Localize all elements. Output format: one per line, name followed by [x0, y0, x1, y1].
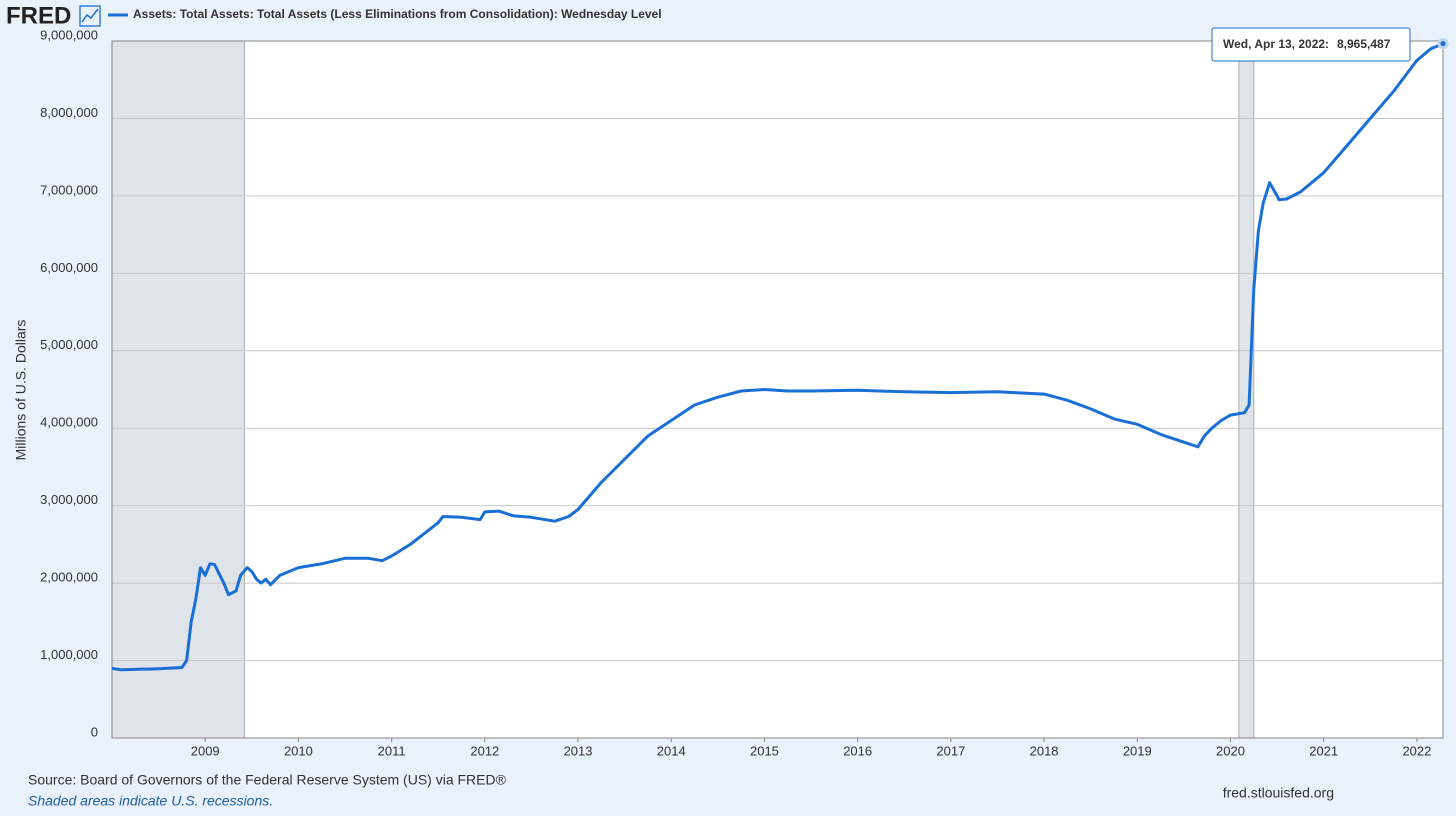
y-tick-label: 3,000,000 [40, 492, 98, 507]
logo-icon [79, 5, 101, 27]
y-tick-label: 4,000,000 [40, 415, 98, 430]
tooltip-box [1211, 27, 1411, 62]
x-tick-label: 2012 [470, 743, 499, 758]
y-tick-label: 6,000,000 [40, 260, 98, 275]
tooltip-date: Wed, Apr 13, 2022: [1223, 37, 1329, 51]
x-tick-label: 2021 [1309, 743, 1338, 758]
recession-note: Shaded areas indicate U.S. recessions. [28, 793, 273, 809]
x-tick-label: 2010 [284, 743, 313, 758]
y-tick-label: 0 [91, 724, 98, 739]
tooltip-value: 8,965,487 [1337, 37, 1391, 51]
recession-band [112, 41, 245, 738]
plot-border [111, 40, 1444, 739]
y-tick-label: 9,000,000 [40, 27, 98, 42]
y-axis-label: Millions of U.S. Dollars [13, 320, 29, 461]
series-line [112, 42, 1443, 672]
x-tick-label: 2014 [657, 743, 686, 758]
site: fred.stlouisfed.org [1223, 785, 1334, 801]
x-tick-label: 2011 [378, 743, 406, 758]
x-tick-label: 2018 [1030, 743, 1059, 758]
x-tick-label: 2013 [564, 743, 593, 758]
y-tick-label: 5,000,000 [40, 337, 98, 352]
source: Source: Board of Governors of the Federa… [28, 772, 507, 788]
x-tick-label: 2009 [191, 743, 220, 758]
logo: FRED [6, 2, 71, 29]
x-tick-label: 2022 [1402, 743, 1431, 758]
x-tick-label: 2017 [936, 743, 965, 758]
recession-band [1238, 41, 1255, 738]
hover-point [1437, 38, 1449, 50]
x-tick-label: 2015 [750, 743, 779, 758]
x-tick-label: 2016 [843, 743, 872, 758]
y-tick-label: 1,000,000 [40, 647, 98, 662]
recessions [112, 41, 1255, 738]
y-tick-label: 8,000,000 [40, 105, 98, 120]
x-tick-label: 2019 [1123, 743, 1152, 758]
legend-label: Assets: Total Assets: Total Assets (Less… [133, 7, 662, 21]
series [112, 42, 1443, 672]
y-tick-label: 2,000,000 [40, 570, 98, 585]
y-tick-label: 7,000,000 [40, 182, 98, 197]
x-tick-label: 2020 [1216, 743, 1245, 758]
